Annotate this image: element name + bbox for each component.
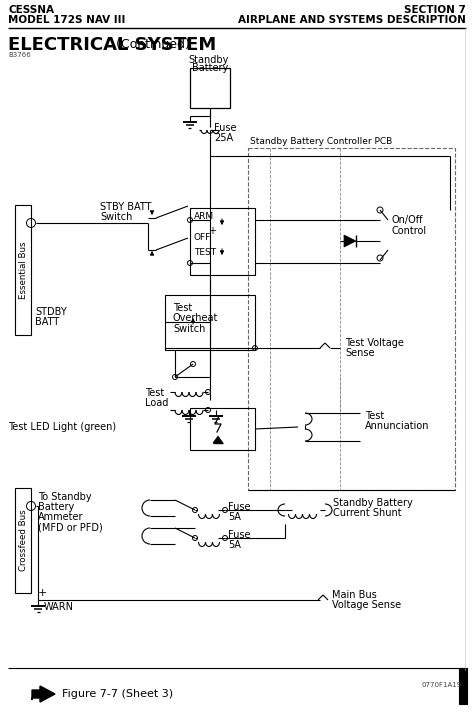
Text: 0770F1A19: 0770F1A19: [422, 682, 462, 688]
Text: +: +: [38, 588, 47, 598]
Text: Fuse: Fuse: [214, 123, 237, 133]
Text: (MFD or PFD): (MFD or PFD): [38, 522, 103, 532]
Text: Ammeter: Ammeter: [38, 512, 83, 522]
Bar: [15, 205, 31, 335]
Text: Test: Test: [365, 411, 384, 421]
Text: AIRPLANE AND SYSTEMS DESCRIPTION: AIRPLANE AND SYSTEMS DESCRIPTION: [238, 15, 466, 25]
Text: STDBY: STDBY: [35, 307, 67, 317]
Text: Voltage Sense: Voltage Sense: [332, 600, 401, 610]
Text: Battery: Battery: [192, 63, 228, 73]
Bar: [165, 295, 255, 350]
Text: TEST: TEST: [194, 248, 216, 257]
Text: SECTION 7: SECTION 7: [404, 5, 466, 15]
Text: Standby Battery: Standby Battery: [333, 498, 413, 508]
Text: 5A: 5A: [228, 540, 241, 550]
Text: Test: Test: [173, 303, 192, 313]
Text: On/Off: On/Off: [392, 215, 423, 225]
Text: Crossfeed Bus: Crossfeed Bus: [18, 509, 27, 571]
Text: WARN: WARN: [44, 602, 74, 612]
Text: Essential Bus: Essential Bus: [18, 241, 27, 298]
Text: CESSNA: CESSNA: [8, 5, 54, 15]
Text: Load: Load: [145, 398, 168, 408]
Text: Overheat: Overheat: [173, 313, 219, 323]
Bar: [15, 488, 31, 593]
Text: Figure 7-7 (Sheet 3): Figure 7-7 (Sheet 3): [62, 689, 173, 699]
Text: Test: Test: [145, 388, 164, 398]
Text: Main Bus: Main Bus: [332, 590, 377, 600]
Polygon shape: [344, 235, 356, 247]
Text: +: +: [208, 226, 216, 236]
Text: MODEL 172S NAV III: MODEL 172S NAV III: [8, 15, 126, 25]
Text: Switch: Switch: [100, 212, 132, 222]
Text: Standby Battery Controller PCB: Standby Battery Controller PCB: [250, 137, 392, 146]
Bar: [459, 668, 467, 704]
Text: Battery: Battery: [38, 502, 74, 512]
Bar: [190, 68, 230, 108]
Text: Fuse: Fuse: [228, 530, 250, 540]
Polygon shape: [213, 436, 223, 443]
Text: Test LED Light (green): Test LED Light (green): [8, 422, 116, 432]
Text: Annunciation: Annunciation: [365, 421, 429, 431]
Text: Test Voltage: Test Voltage: [345, 338, 404, 348]
Text: Sense: Sense: [345, 348, 374, 358]
Text: Current Shunt: Current Shunt: [333, 508, 401, 518]
Text: ELECTRICAL SYSTEM: ELECTRICAL SYSTEM: [8, 36, 216, 54]
Bar: [190, 208, 255, 275]
Bar: [190, 408, 255, 450]
Text: Switch: Switch: [173, 324, 205, 334]
Polygon shape: [32, 686, 55, 702]
Text: BATT: BATT: [35, 317, 59, 327]
Text: Fuse: Fuse: [228, 502, 250, 512]
Text: Standby: Standby: [188, 55, 228, 65]
Text: 25A: 25A: [214, 133, 233, 143]
Text: B3766: B3766: [8, 52, 31, 58]
Text: To Standby: To Standby: [38, 492, 91, 502]
Text: 5A: 5A: [228, 512, 241, 522]
Text: STBY BATT: STBY BATT: [100, 202, 152, 212]
Text: (Continued): (Continued): [112, 38, 190, 51]
Text: ARM: ARM: [194, 212, 214, 221]
Text: Control: Control: [392, 226, 427, 236]
Bar: [248, 148, 455, 490]
Text: OFF: OFF: [194, 233, 211, 242]
